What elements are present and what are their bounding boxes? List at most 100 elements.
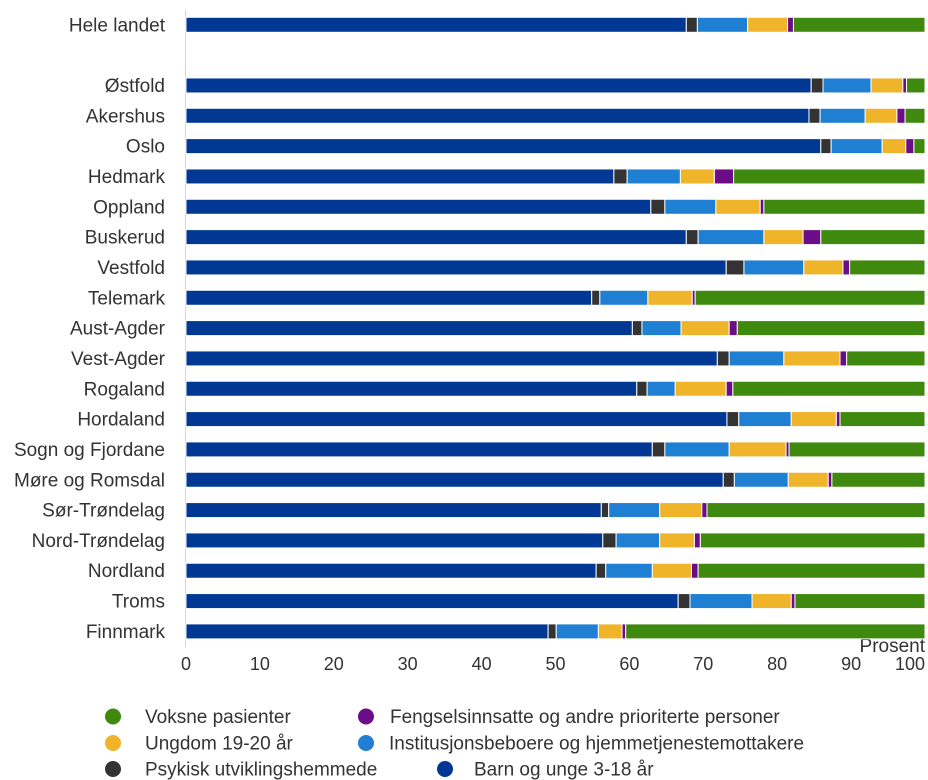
bar-segment	[763, 198, 926, 215]
bar-segment	[736, 320, 926, 337]
bar-segment	[802, 229, 822, 246]
bar-segment	[747, 16, 789, 33]
legend-marker-icon	[437, 761, 453, 777]
x-tick-label: 70	[693, 654, 713, 674]
bar-segment	[685, 16, 698, 33]
category-label: Telemark	[88, 288, 166, 309]
bar-segment	[185, 168, 615, 185]
bar-row	[185, 350, 926, 367]
bar-segment	[547, 623, 557, 640]
bar-segment	[613, 168, 628, 185]
bar-segment	[763, 229, 804, 246]
bar-segment	[674, 380, 727, 397]
category-label: Finnmark	[86, 622, 166, 643]
category-label: Hordaland	[77, 410, 165, 431]
bar-row	[185, 107, 926, 124]
bar-row	[185, 532, 926, 549]
bar-segment	[738, 411, 792, 428]
bar-row	[185, 198, 926, 215]
bar-segment	[555, 623, 599, 640]
bar-segment	[664, 198, 717, 215]
category-label: Rogaland	[84, 379, 165, 400]
category-label: Vest-Agder	[71, 349, 166, 370]
bar-segment	[608, 502, 661, 519]
bar-segment	[625, 623, 926, 640]
bar-segment	[651, 441, 666, 458]
legend-item-barn-og-unge[interactable]: Barn og unge 3-18 år	[437, 760, 654, 780]
bar-segment	[597, 623, 623, 640]
bar-segment	[733, 471, 789, 488]
bar-row	[185, 259, 926, 276]
x-tick-label: 20	[324, 654, 344, 674]
bar-segment	[185, 107, 810, 124]
bar-segment	[646, 380, 676, 397]
legend-item-voksne-pasienter[interactable]: Voksne pasienter	[105, 707, 291, 728]
bar-segment	[701, 502, 708, 519]
bar-segment	[794, 593, 926, 610]
legend-item-psykisk-utviklingshemmede[interactable]: Psykisk utviklingshemmede	[105, 760, 377, 780]
bar-segment	[725, 380, 734, 397]
legend: Voksne pasienter Fengselsinnsatte og and…	[105, 707, 804, 780]
legend-marker-icon	[358, 708, 374, 725]
bar-segment	[751, 593, 792, 610]
bar-segment	[626, 168, 681, 185]
bar-row	[185, 77, 926, 94]
legend-item-institusjonsbeboere[interactable]: Institusjonsbeboere og hjemmetjenestemot…	[358, 734, 804, 755]
bar-segment	[641, 320, 682, 337]
bar-segment	[792, 16, 926, 33]
bar-segment	[659, 532, 695, 549]
bar-segment	[722, 471, 735, 488]
bar-segment	[185, 623, 549, 640]
bar-segment	[621, 623, 627, 640]
x-tick-label: 0	[181, 654, 191, 674]
bar-segment	[803, 259, 844, 276]
bar-segment	[726, 411, 740, 428]
bar-segment	[820, 138, 832, 155]
bar-segment	[185, 593, 679, 610]
bar-segment	[694, 289, 926, 306]
legend-item-ungdom[interactable]: Ungdom 19-20 år	[105, 734, 294, 755]
bar-segment	[697, 562, 926, 579]
bar-segment	[835, 411, 841, 428]
bar-segment	[788, 441, 926, 458]
category-label: Akershus	[86, 106, 165, 127]
bar-segment	[650, 198, 666, 215]
bar-row	[185, 502, 926, 519]
legend-label: Institusjonsbeboere og hjemmetjenestemot…	[389, 734, 804, 755]
x-tick-label: 90	[841, 654, 861, 674]
bar-segment	[690, 562, 699, 579]
bar-segment	[615, 532, 661, 549]
x-tick-label: 100	[895, 654, 925, 674]
bar-segment	[685, 229, 699, 246]
x-tick-label: 50	[545, 654, 565, 674]
bar-row	[185, 289, 926, 306]
bar-segment	[902, 77, 908, 94]
bar-segment	[185, 229, 687, 246]
bar-row	[185, 411, 926, 428]
category-label: Buskerud	[85, 228, 165, 249]
bar-segment	[600, 502, 610, 519]
bar-segment	[699, 532, 926, 549]
category-label: Nordland	[88, 561, 165, 582]
bar-segment	[680, 320, 730, 337]
bar-segment	[185, 350, 718, 367]
legend-label: Fengselsinnsatte og andre prioriterte pe…	[390, 707, 780, 728]
bar-segment	[759, 198, 765, 215]
bar-row	[185, 320, 926, 337]
bar-segment	[185, 411, 728, 428]
legend-label: Voksne pasienter	[145, 707, 291, 728]
bar-segment	[864, 107, 898, 124]
legend-marker-icon	[358, 735, 374, 751]
legend-marker-icon	[105, 708, 121, 725]
bar-segment	[647, 289, 693, 306]
bar-segment	[896, 107, 906, 124]
bar-segment	[185, 259, 727, 276]
bar-row	[185, 229, 926, 246]
category-label: Hedmark	[88, 167, 166, 188]
bar-row	[185, 562, 926, 579]
bar-segment	[185, 77, 812, 94]
category-label: Vestfold	[97, 258, 165, 279]
legend-item-fengselsinnsatte[interactable]: Fengselsinnsatte og andre prioriterte pe…	[358, 707, 780, 728]
bar-row	[185, 471, 926, 488]
